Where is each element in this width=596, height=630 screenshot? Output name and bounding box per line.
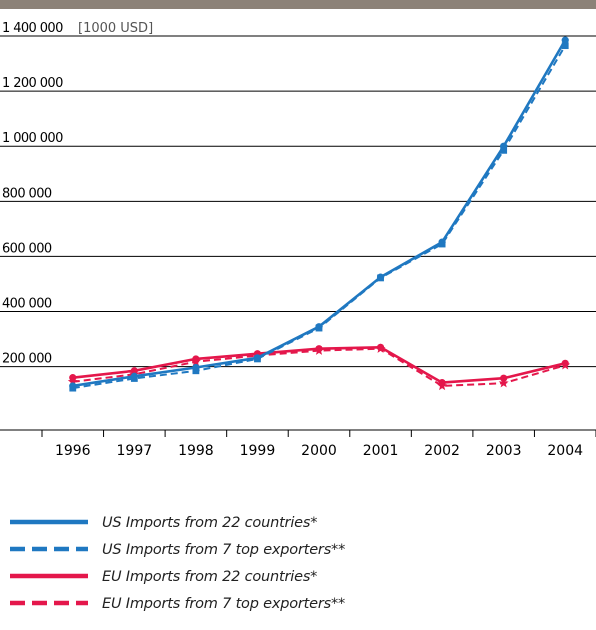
y-tick-label: 1 200 000 [2, 76, 63, 91]
data-point [192, 367, 200, 375]
series-line [72, 39, 567, 388]
data-point [69, 384, 77, 392]
legend-label: US Imports from 22 countries* [102, 515, 317, 531]
y-tick-label: 200 000 [2, 352, 52, 367]
legend-label: EU Imports from 22 countries* [102, 569, 317, 585]
series-lines [67, 36, 571, 392]
x-tick-label: 2001 [363, 443, 399, 459]
legend-item: US Imports from 22 countries* [10, 515, 317, 531]
top-band [0, 0, 596, 9]
data-point [130, 375, 138, 382]
x-tick-label: 1996 [55, 443, 91, 459]
y-axis-unit: [1000 USD] [78, 21, 153, 36]
data-point [561, 36, 569, 44]
y-tick-label: 800 000 [2, 186, 52, 201]
x-tick-label: 2002 [424, 443, 460, 459]
data-point [561, 42, 569, 50]
data-point [437, 380, 448, 391]
legend-item: EU Imports from 22 countries* [10, 569, 317, 585]
x-tick-label: 1999 [240, 443, 276, 459]
data-point [375, 343, 386, 353]
data-point [438, 240, 446, 248]
legend-label: US Imports from 7 top exporters** [102, 542, 345, 558]
axes [0, 429, 596, 437]
y-tick-label: 600 000 [2, 241, 52, 256]
data-point [498, 377, 509, 388]
data-point [500, 146, 508, 154]
x-tick-label: 1997 [117, 443, 153, 459]
gridlines [0, 35, 596, 368]
x-tick-label: 2000 [301, 443, 337, 459]
y-tick-label: 1 400 000 [2, 21, 63, 36]
x-tick-labels: 1996 1997 1998 1999 2000 2001 2002 2003 2004 [55, 443, 583, 459]
data-point [67, 376, 78, 386]
data-point [314, 345, 324, 355]
data-point [254, 355, 261, 363]
legend-item: EU Imports from 7 top exporters** [10, 596, 345, 612]
series-1 [69, 36, 569, 390]
data-point [560, 360, 571, 370]
series-line [72, 45, 567, 390]
series-2 [69, 42, 569, 392]
legend: US Imports from 22 countries* US Imports … [10, 515, 345, 612]
data-point [190, 356, 201, 366]
y-tick-labels: 200 000 400 000 600 000 800 000 1 000 000 1 2… [2, 21, 64, 367]
y-tick-label: 1 000 000 [2, 131, 63, 146]
legend-label: EU Imports from 7 top exporters** [102, 596, 345, 612]
y-tick-label: 400 000 [2, 297, 52, 312]
data-point [315, 324, 323, 332]
data-point [377, 274, 384, 282]
x-tick-label: 2003 [486, 443, 522, 459]
x-tick-label: 2004 [547, 443, 583, 459]
legend-item: US Imports from 7 top exporters** [10, 542, 345, 558]
x-tick-label: 1998 [178, 443, 214, 459]
